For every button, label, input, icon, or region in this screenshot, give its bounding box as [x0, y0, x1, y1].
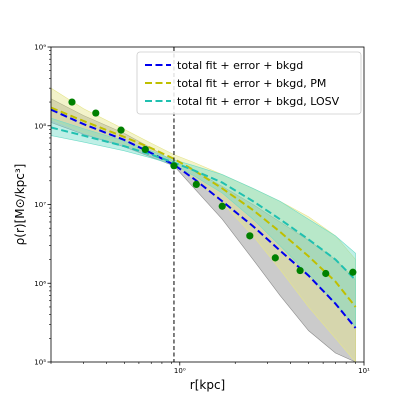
y-tick-label: 10⁷ [34, 201, 46, 209]
data-point [322, 269, 330, 278]
legend-label: total fit + error + bkgd [177, 59, 303, 72]
data-point [218, 202, 226, 210]
x-axis-label: r[kpc] [190, 378, 225, 392]
fit-lines [51, 106, 357, 329]
data-point [296, 266, 304, 275]
y-tick-label: 10⁵ [34, 359, 46, 367]
legend-box [136, 51, 362, 115]
fit-line-1 [51, 108, 357, 329]
y-tick-label: 10⁸ [34, 122, 46, 130]
axis-ticks: 10⁵ 10⁶ 10⁷ 10⁸ 10⁹ 10⁰ 10¹ [34, 44, 370, 376]
confidence-bands [51, 87, 356, 362]
data-point [246, 232, 254, 240]
data-points [68, 98, 357, 278]
x-tick-label: 10⁰ [174, 367, 186, 375]
y-axis-label: ρ(r)[M⊙/kpc³] [13, 164, 27, 246]
data-point [68, 98, 76, 106]
x-tick-label: 10¹ [358, 367, 370, 375]
y-tick-label: 10⁶ [34, 280, 46, 288]
legend: total fit + error + bkgd total fit + erro… [136, 51, 362, 115]
data-point [170, 162, 178, 170]
fit-line-2 [51, 106, 357, 308]
legend-label: total fit + error + bkgd, LOSV [177, 95, 340, 108]
y-tick-label: 10⁹ [34, 44, 46, 52]
legend-label: total fit + error + bkgd, PM [177, 77, 326, 90]
data-point [271, 254, 279, 262]
data-point [349, 268, 357, 276]
data-point [141, 145, 149, 154]
data-point [92, 109, 100, 117]
data-point [117, 126, 125, 134]
data-point [192, 180, 200, 188]
fit-line-3 [51, 126, 357, 281]
